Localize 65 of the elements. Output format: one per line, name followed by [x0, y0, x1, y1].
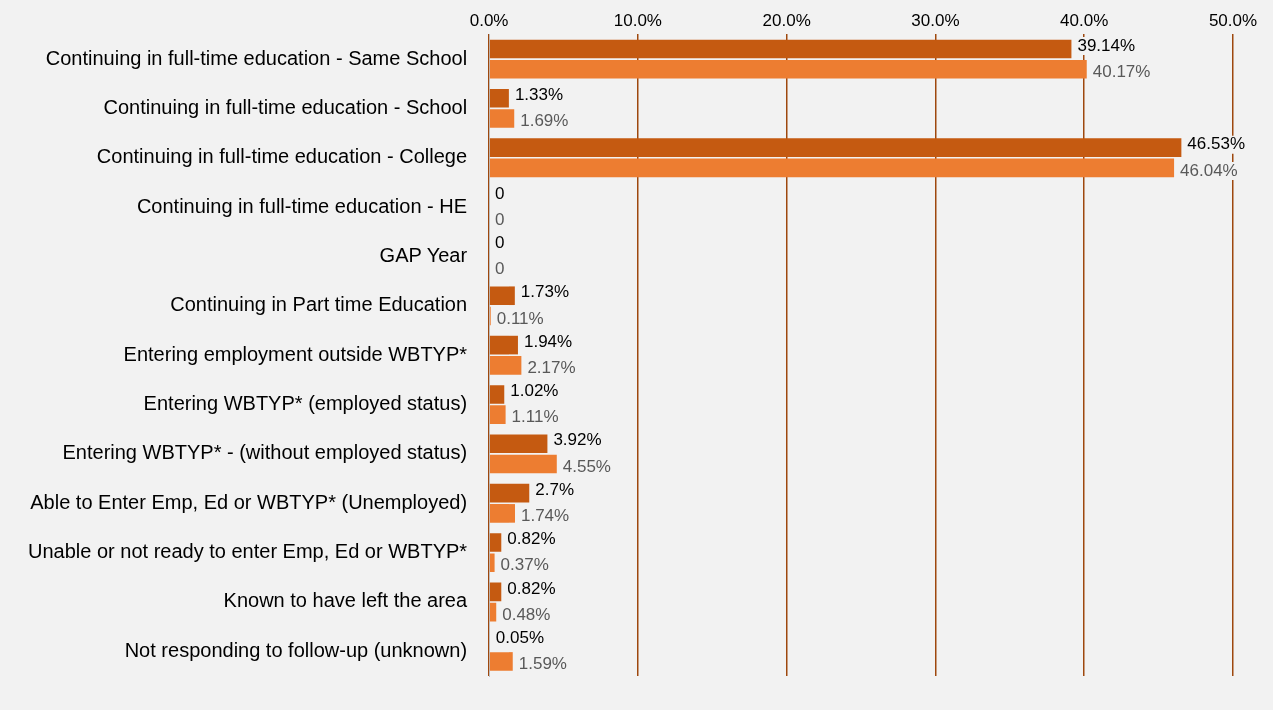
- bar: [489, 138, 1182, 157]
- data-label: 2.7%: [535, 479, 575, 499]
- y-tick-label: Continuing in full-time education - Same School: [45, 46, 468, 69]
- data-label: 0: [495, 183, 505, 203]
- bar: [489, 356, 522, 375]
- data-label: 0.37%: [500, 555, 549, 575]
- data-label: 4.55%: [562, 456, 611, 476]
- y-tick-label: Continuing in full-time education - College: [96, 145, 468, 168]
- data-label: 0.48%: [502, 604, 551, 624]
- data-label: 1.73%: [520, 282, 570, 302]
- bar: [489, 59, 1087, 79]
- bar: [489, 335, 518, 355]
- y-tick-label: Not responding to follow-up (unknown): [124, 638, 468, 661]
- bar: [489, 454, 557, 474]
- y-tick-label: Unable or not ready to enter Emp, Ed or WBTYP*: [28, 540, 468, 563]
- data-label: 46.04%: [1180, 160, 1238, 180]
- data-label: 0: [495, 209, 505, 229]
- y-tick-label: Entering employment outside WBTYP*: [123, 342, 468, 365]
- data-label: 1.02%: [510, 381, 559, 401]
- y-tick-label: Entering WBTYP* - (without employed status): [62, 441, 468, 464]
- x-tick-label: 10.0%: [613, 10, 662, 30]
- data-label: 39.14%: [1077, 35, 1136, 55]
- data-label: 3.92%: [553, 430, 602, 450]
- x-tick-label: 50.0%: [1208, 10, 1258, 30]
- data-label: 0.11%: [496, 308, 544, 328]
- y-tick-label: Entering WBTYP* (employed status): [143, 392, 468, 415]
- data-label: 1.33%: [514, 85, 564, 104]
- data-label: 0.05%: [495, 627, 545, 647]
- bar: [489, 582, 502, 602]
- data-label: 0: [495, 233, 505, 253]
- bar: [489, 158, 1175, 178]
- data-label: 1.69%: [520, 111, 569, 131]
- bar: [489, 652, 513, 671]
- y-tick-label: Continuing in full-time education - School: [103, 95, 468, 118]
- y-tick-label: Continuing in full-time education - HE: [136, 194, 468, 217]
- y-tick-label: GAP Year: [379, 244, 468, 267]
- data-label: 0.82%: [507, 529, 556, 549]
- bar: [489, 602, 497, 622]
- data-label: 0.82%: [507, 578, 556, 598]
- bar: [489, 553, 495, 573]
- data-label: 2.17%: [527, 358, 576, 378]
- x-tick-label: 20.0%: [762, 10, 811, 30]
- bar: [489, 533, 502, 552]
- y-tick-label: Known to have left the area: [223, 589, 468, 612]
- x-tick-label: 30.0%: [911, 10, 960, 30]
- bar: [489, 39, 1072, 59]
- data-label: 1.94%: [523, 331, 573, 351]
- data-label: 46.53%: [1187, 134, 1246, 154]
- data-label: 1.11%: [511, 407, 559, 427]
- bar: [489, 109, 515, 128]
- x-tick-label: 0.0%: [469, 10, 509, 30]
- y-tick-label: Continuing in Part time Education: [170, 293, 468, 316]
- bar: [489, 504, 515, 523]
- x-tick-label: 40.0%: [1060, 10, 1109, 30]
- y-tick-label: Able to Enter Emp, Ed or WBTYP* (Unemployed): [30, 490, 468, 513]
- data-label: 1.74%: [520, 506, 570, 526]
- data-label: 40.17%: [1092, 61, 1151, 81]
- bar: [489, 434, 548, 454]
- data-label: 0: [495, 259, 505, 279]
- bar: [489, 483, 530, 503]
- bar: [489, 89, 509, 108]
- bar: [489, 385, 505, 404]
- bar: [489, 286, 515, 306]
- bar: [489, 405, 506, 424]
- data-label: 1.59%: [518, 654, 567, 674]
